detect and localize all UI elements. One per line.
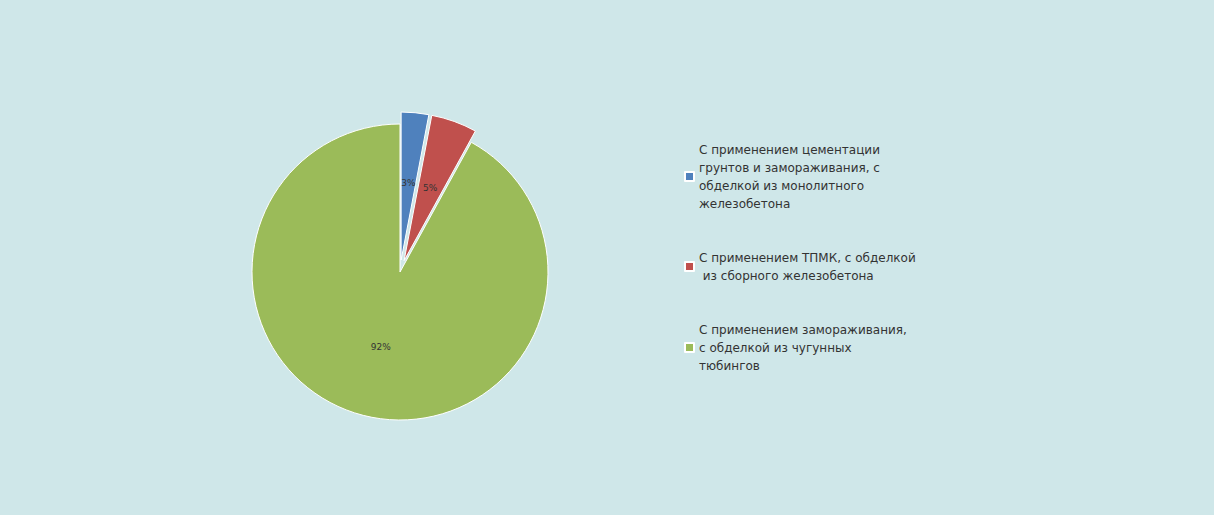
svg-text:с обделкой из чугунных: с обделкой из чугунных <box>699 341 855 355</box>
svg-text:92%: 92% <box>371 342 391 352</box>
svg-text:обделкой из монолитного: обделкой из монолитного <box>699 179 868 193</box>
svg-text:грунтов и замораживания, с: грунтов и замораживания, с <box>699 161 884 175</box>
svg-text:3%: 3% <box>401 178 416 188</box>
svg-text:тюбингов: тюбингов <box>699 359 760 373</box>
svg-text:С применением замораживания,: С применением замораживания, <box>699 323 911 337</box>
svg-text:С применением ТПМК, с обделкой: С применением ТПМК, с обделкой <box>699 251 916 265</box>
svg-text:С применением цементации: С применением цементации <box>699 143 884 157</box>
svg-text:из сборного железобетона: из сборного железобетона <box>699 269 874 283</box>
svg-text:5%: 5% <box>423 183 438 193</box>
svg-text:железобетона: железобетона <box>699 197 790 211</box>
